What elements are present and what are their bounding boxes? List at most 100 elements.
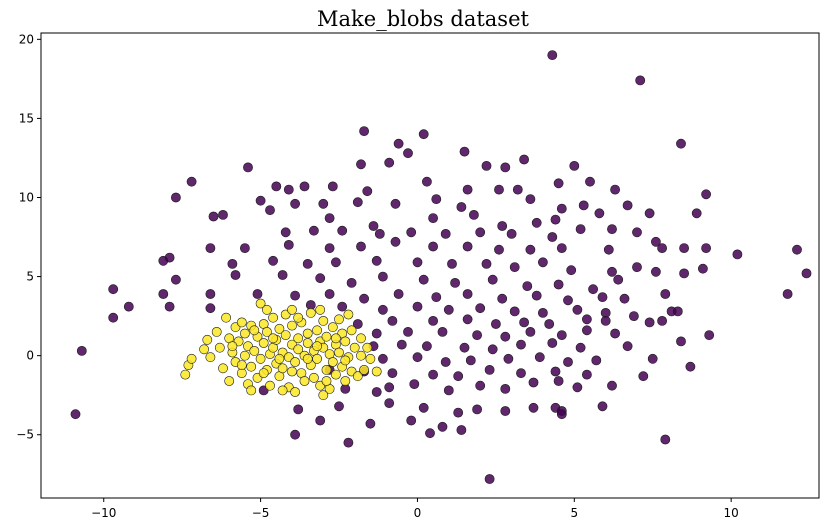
y-tick-label: 10	[19, 190, 34, 204]
data-point	[519, 317, 529, 328]
data-point	[801, 268, 812, 279]
data-point	[268, 333, 278, 344]
data-point	[500, 331, 511, 342]
data-point	[280, 330, 291, 340]
data-point	[428, 213, 438, 223]
data-point	[230, 270, 241, 280]
data-point	[312, 325, 322, 336]
data-point	[412, 301, 423, 312]
data-point	[632, 227, 642, 238]
data-point	[283, 239, 294, 250]
data-point	[500, 383, 511, 394]
data-point	[261, 304, 272, 315]
data-point	[290, 357, 300, 367]
data-point	[293, 404, 304, 415]
data-point	[302, 338, 313, 348]
data-point	[170, 192, 181, 203]
data-point	[340, 376, 351, 386]
data-point	[346, 325, 357, 336]
y-axis: −5 0 5 10 15 20	[16, 32, 41, 442]
data-point	[318, 390, 329, 401]
data-point	[305, 307, 316, 318]
data-point	[205, 243, 216, 253]
data-point	[732, 249, 743, 260]
data-point	[635, 75, 646, 86]
x-tick-label: 5	[570, 506, 578, 520]
data-point	[384, 157, 395, 168]
data-point	[180, 369, 191, 380]
data-point	[293, 312, 304, 323]
data-point	[359, 293, 369, 304]
data-point	[538, 307, 548, 318]
data-point	[603, 244, 614, 255]
data-point	[255, 353, 266, 364]
data-point	[221, 312, 231, 323]
data-point	[290, 429, 300, 440]
data-point	[437, 421, 448, 432]
y-tick-label: 15	[19, 111, 34, 125]
data-point	[418, 129, 429, 140]
data-point	[199, 344, 209, 355]
data-point	[516, 339, 526, 350]
data-point	[337, 301, 348, 312]
data-point	[484, 474, 495, 484]
data-point	[412, 257, 423, 268]
data-point	[657, 315, 667, 326]
data-point	[274, 323, 285, 334]
data-point	[676, 138, 686, 149]
data-point	[356, 350, 366, 361]
data-point	[396, 339, 407, 350]
data-point	[236, 317, 247, 328]
data-point	[246, 385, 257, 396]
data-point	[672, 306, 683, 317]
data-point	[312, 353, 322, 364]
data-point	[371, 366, 382, 377]
data-point	[315, 304, 326, 315]
data-point	[371, 255, 382, 266]
data-point	[610, 184, 620, 195]
data-point	[556, 330, 567, 340]
data-point	[287, 320, 297, 331]
data-point	[651, 266, 661, 277]
data-point	[283, 184, 294, 195]
data-point	[268, 255, 278, 266]
data-point	[293, 344, 304, 355]
data-point	[497, 293, 508, 304]
data-point	[406, 227, 417, 238]
data-point	[377, 304, 388, 315]
data-point	[356, 159, 366, 170]
data-point	[406, 415, 417, 426]
data-point	[462, 314, 473, 325]
data-point	[459, 342, 470, 353]
data-point	[186, 176, 197, 187]
data-point	[356, 241, 366, 252]
data-point	[556, 409, 567, 420]
data-point	[208, 211, 219, 222]
data-point	[224, 376, 235, 386]
data-point	[205, 352, 216, 363]
data-point	[274, 353, 285, 364]
data-point	[164, 252, 175, 263]
data-point	[428, 241, 438, 252]
data-point	[186, 353, 197, 364]
data-point	[352, 371, 363, 382]
data-point	[390, 198, 401, 209]
data-point	[534, 352, 545, 363]
data-point	[629, 311, 639, 321]
data-point	[255, 195, 266, 206]
data-point	[249, 325, 260, 336]
data-point	[343, 437, 354, 448]
data-point	[531, 217, 542, 228]
data-point	[255, 298, 266, 309]
data-point	[704, 330, 715, 340]
data-point	[547, 50, 558, 60]
data-point	[660, 289, 671, 299]
data-point	[377, 271, 388, 282]
data-point	[290, 387, 300, 397]
data-point	[563, 295, 573, 306]
data-point	[374, 228, 385, 239]
data-point	[108, 284, 119, 295]
data-point	[239, 350, 250, 361]
data-point	[456, 202, 467, 212]
x-tick-label: −10	[91, 506, 116, 520]
